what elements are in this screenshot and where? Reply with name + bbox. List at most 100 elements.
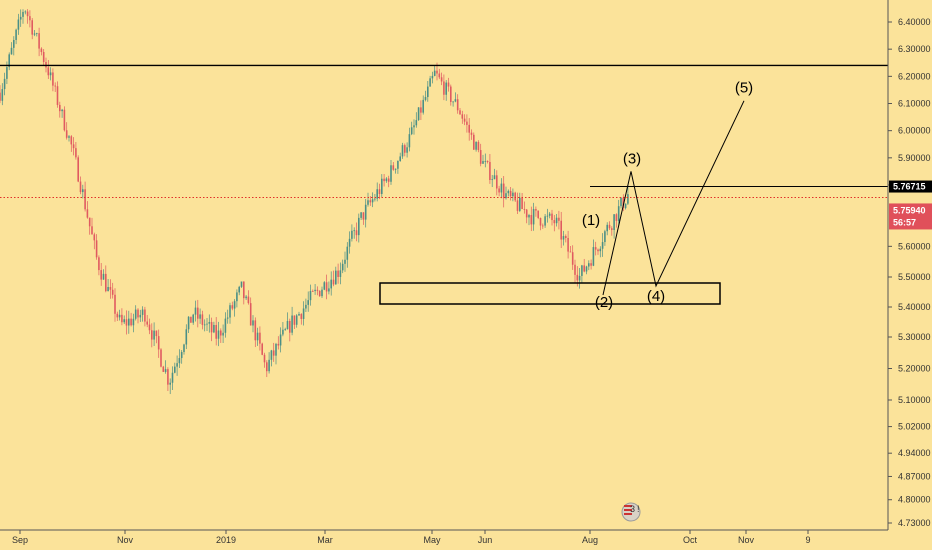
candle-body — [312, 291, 314, 292]
candle-body — [52, 72, 54, 86]
candle-body — [286, 321, 289, 330]
price-tick-label: 6.10000 — [898, 99, 931, 109]
candle-body — [339, 270, 342, 277]
candle-body — [279, 334, 282, 346]
candle-body — [597, 249, 599, 252]
candle-body — [364, 204, 367, 220]
candle-body — [417, 107, 420, 121]
candle-body — [429, 78, 431, 87]
candle-body — [470, 132, 473, 135]
candle-body — [183, 344, 185, 353]
candle-body — [491, 179, 493, 181]
candle-body — [240, 281, 243, 287]
time-tick-label: 9 — [805, 535, 810, 545]
price-tick-label: 5.90000 — [898, 153, 931, 163]
candle-body — [247, 296, 250, 304]
candle-body — [194, 307, 197, 315]
candle-body — [26, 11, 29, 17]
candle-body — [293, 315, 296, 325]
candle-body — [565, 236, 567, 238]
candle-body — [266, 362, 268, 372]
candle-body — [509, 190, 512, 197]
candle-body — [328, 288, 330, 292]
candle-body — [390, 165, 392, 182]
candle-body — [275, 343, 277, 356]
candle-body — [624, 203, 627, 209]
price-tick-label: 5.60000 — [898, 241, 931, 251]
support-zone-box[interactable] — [379, 282, 721, 305]
candle-body — [128, 318, 130, 326]
candle-body — [523, 208, 526, 210]
candle-body — [385, 178, 388, 182]
candle-body — [440, 77, 443, 82]
candle-body — [355, 230, 358, 236]
candle-body — [24, 11, 27, 13]
candle-body — [316, 289, 319, 291]
candle-body — [121, 314, 123, 323]
wave-projection-path[interactable] — [602, 100, 745, 296]
candle-body — [42, 52, 45, 62]
candle-body — [512, 192, 514, 197]
candle-body — [132, 318, 135, 326]
time-tick-label: Aug — [582, 535, 598, 545]
candle-body — [302, 308, 305, 319]
candle-body — [498, 188, 500, 193]
candle-body — [323, 282, 326, 290]
candle-body — [337, 270, 339, 277]
news-badge[interactable]: 3 ! — [621, 502, 641, 522]
candle-body — [111, 289, 114, 295]
candle-body — [436, 70, 438, 74]
candle-body — [369, 200, 372, 203]
candle-body — [608, 224, 611, 229]
candle-body — [489, 161, 491, 180]
candle-body — [452, 101, 454, 103]
price-tick-label: 5.30000 — [898, 332, 931, 342]
candle-body — [224, 318, 227, 333]
candle-body — [137, 309, 139, 318]
candle-body — [114, 294, 116, 314]
candle-body — [210, 322, 213, 333]
price-tick-label: 6.40000 — [898, 17, 931, 27]
candle-body — [256, 332, 259, 341]
candle-body — [185, 329, 188, 345]
news-mark: ! — [637, 504, 640, 514]
wave-label-3: (3) — [623, 150, 641, 167]
candle-body — [590, 263, 592, 266]
candle-body — [519, 197, 521, 211]
candle-body — [203, 324, 206, 326]
candle-body — [29, 16, 31, 21]
candle-body — [321, 289, 323, 297]
flag-icon[interactable] — [621, 502, 641, 522]
candle-body — [220, 330, 222, 336]
candle-body — [125, 319, 128, 326]
candle-body — [615, 214, 618, 221]
wave-label-2: (2) — [595, 294, 613, 311]
candle-body — [599, 248, 602, 252]
candle-body — [261, 343, 263, 355]
candle-body — [268, 359, 270, 372]
current-price-badge: 5.75940 56:57 — [889, 203, 932, 230]
candle-body — [238, 286, 240, 293]
candle-body — [252, 320, 254, 326]
candle-body — [353, 230, 355, 232]
candles-layer — [0, 9, 629, 395]
time-axis[interactable]: Sep Nov 2019 Mar May Jun Aug Oct Nov 9 — [12, 530, 811, 545]
candle-body — [553, 220, 556, 224]
candle-body — [424, 97, 427, 100]
candle-body — [406, 147, 408, 153]
candle-body — [542, 225, 544, 227]
candle-body — [613, 214, 615, 231]
price-tick-label: 4.80000 — [898, 495, 931, 505]
candle-body — [6, 67, 8, 79]
candle-body — [291, 315, 293, 333]
candle-body — [475, 142, 477, 150]
candle-body — [199, 314, 201, 319]
candle-body — [171, 372, 174, 383]
flag-stripe-icon — [624, 509, 632, 511]
candle-body — [569, 251, 572, 253]
candle-body — [620, 197, 622, 207]
candle-body — [93, 234, 96, 241]
candle-body — [583, 265, 585, 272]
